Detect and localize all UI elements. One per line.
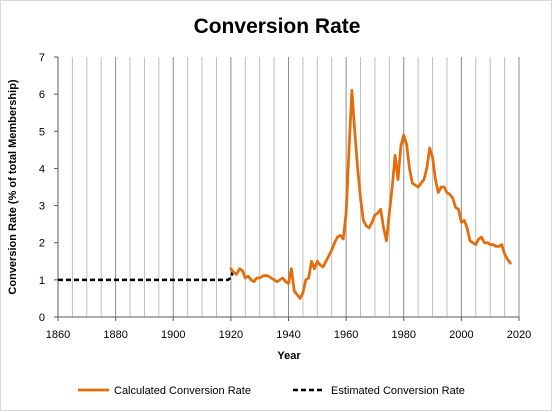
series-line-estimated <box>58 268 235 282</box>
x-tick-label: 2000 <box>449 329 473 341</box>
x-tick-label: 1880 <box>103 329 127 341</box>
x-tick-label: 1920 <box>219 329 243 341</box>
y-tick-label: 2 <box>39 238 45 250</box>
legend-label-estimated: Estimated Conversion Rate <box>331 385 465 397</box>
x-tick-label: 2020 <box>507 329 531 341</box>
y-axis-label: Conversion Rate (% of total Membership) <box>7 79 19 294</box>
x-tick-label: 1860 <box>46 329 70 341</box>
y-tick-labels: 0 1 2 3 4 5 6 7 <box>39 52 45 324</box>
series-lines <box>58 89 512 300</box>
axes <box>54 56 520 321</box>
y-tick-label: 3 <box>39 201 45 213</box>
grid-lines <box>57 57 520 317</box>
series-line-calculated <box>229 89 512 300</box>
x-tick-label: 1900 <box>161 329 185 341</box>
x-tick-labels: 1860 1880 1900 1920 1940 1960 1980 2000 2020 <box>46 329 531 341</box>
y-tick-label: 1 <box>39 275 45 287</box>
x-tick-label: 1960 <box>334 329 358 341</box>
y-tick-label: 0 <box>39 312 45 324</box>
x-axis-label: Year <box>277 350 301 362</box>
legend: Calculated Conversion Rate Estimated Con… <box>78 385 465 397</box>
y-tick-label: 4 <box>39 163 45 175</box>
x-tick-label: 1940 <box>276 329 300 341</box>
y-tick-label: 7 <box>39 52 45 64</box>
x-tick-label: 1980 <box>392 329 416 341</box>
legend-label-calculated: Calculated Conversion Rate <box>114 385 251 397</box>
y-tick-label: 5 <box>39 126 45 138</box>
y-tick-label: 6 <box>39 89 45 101</box>
chart-title: Conversion Rate <box>194 15 361 38</box>
